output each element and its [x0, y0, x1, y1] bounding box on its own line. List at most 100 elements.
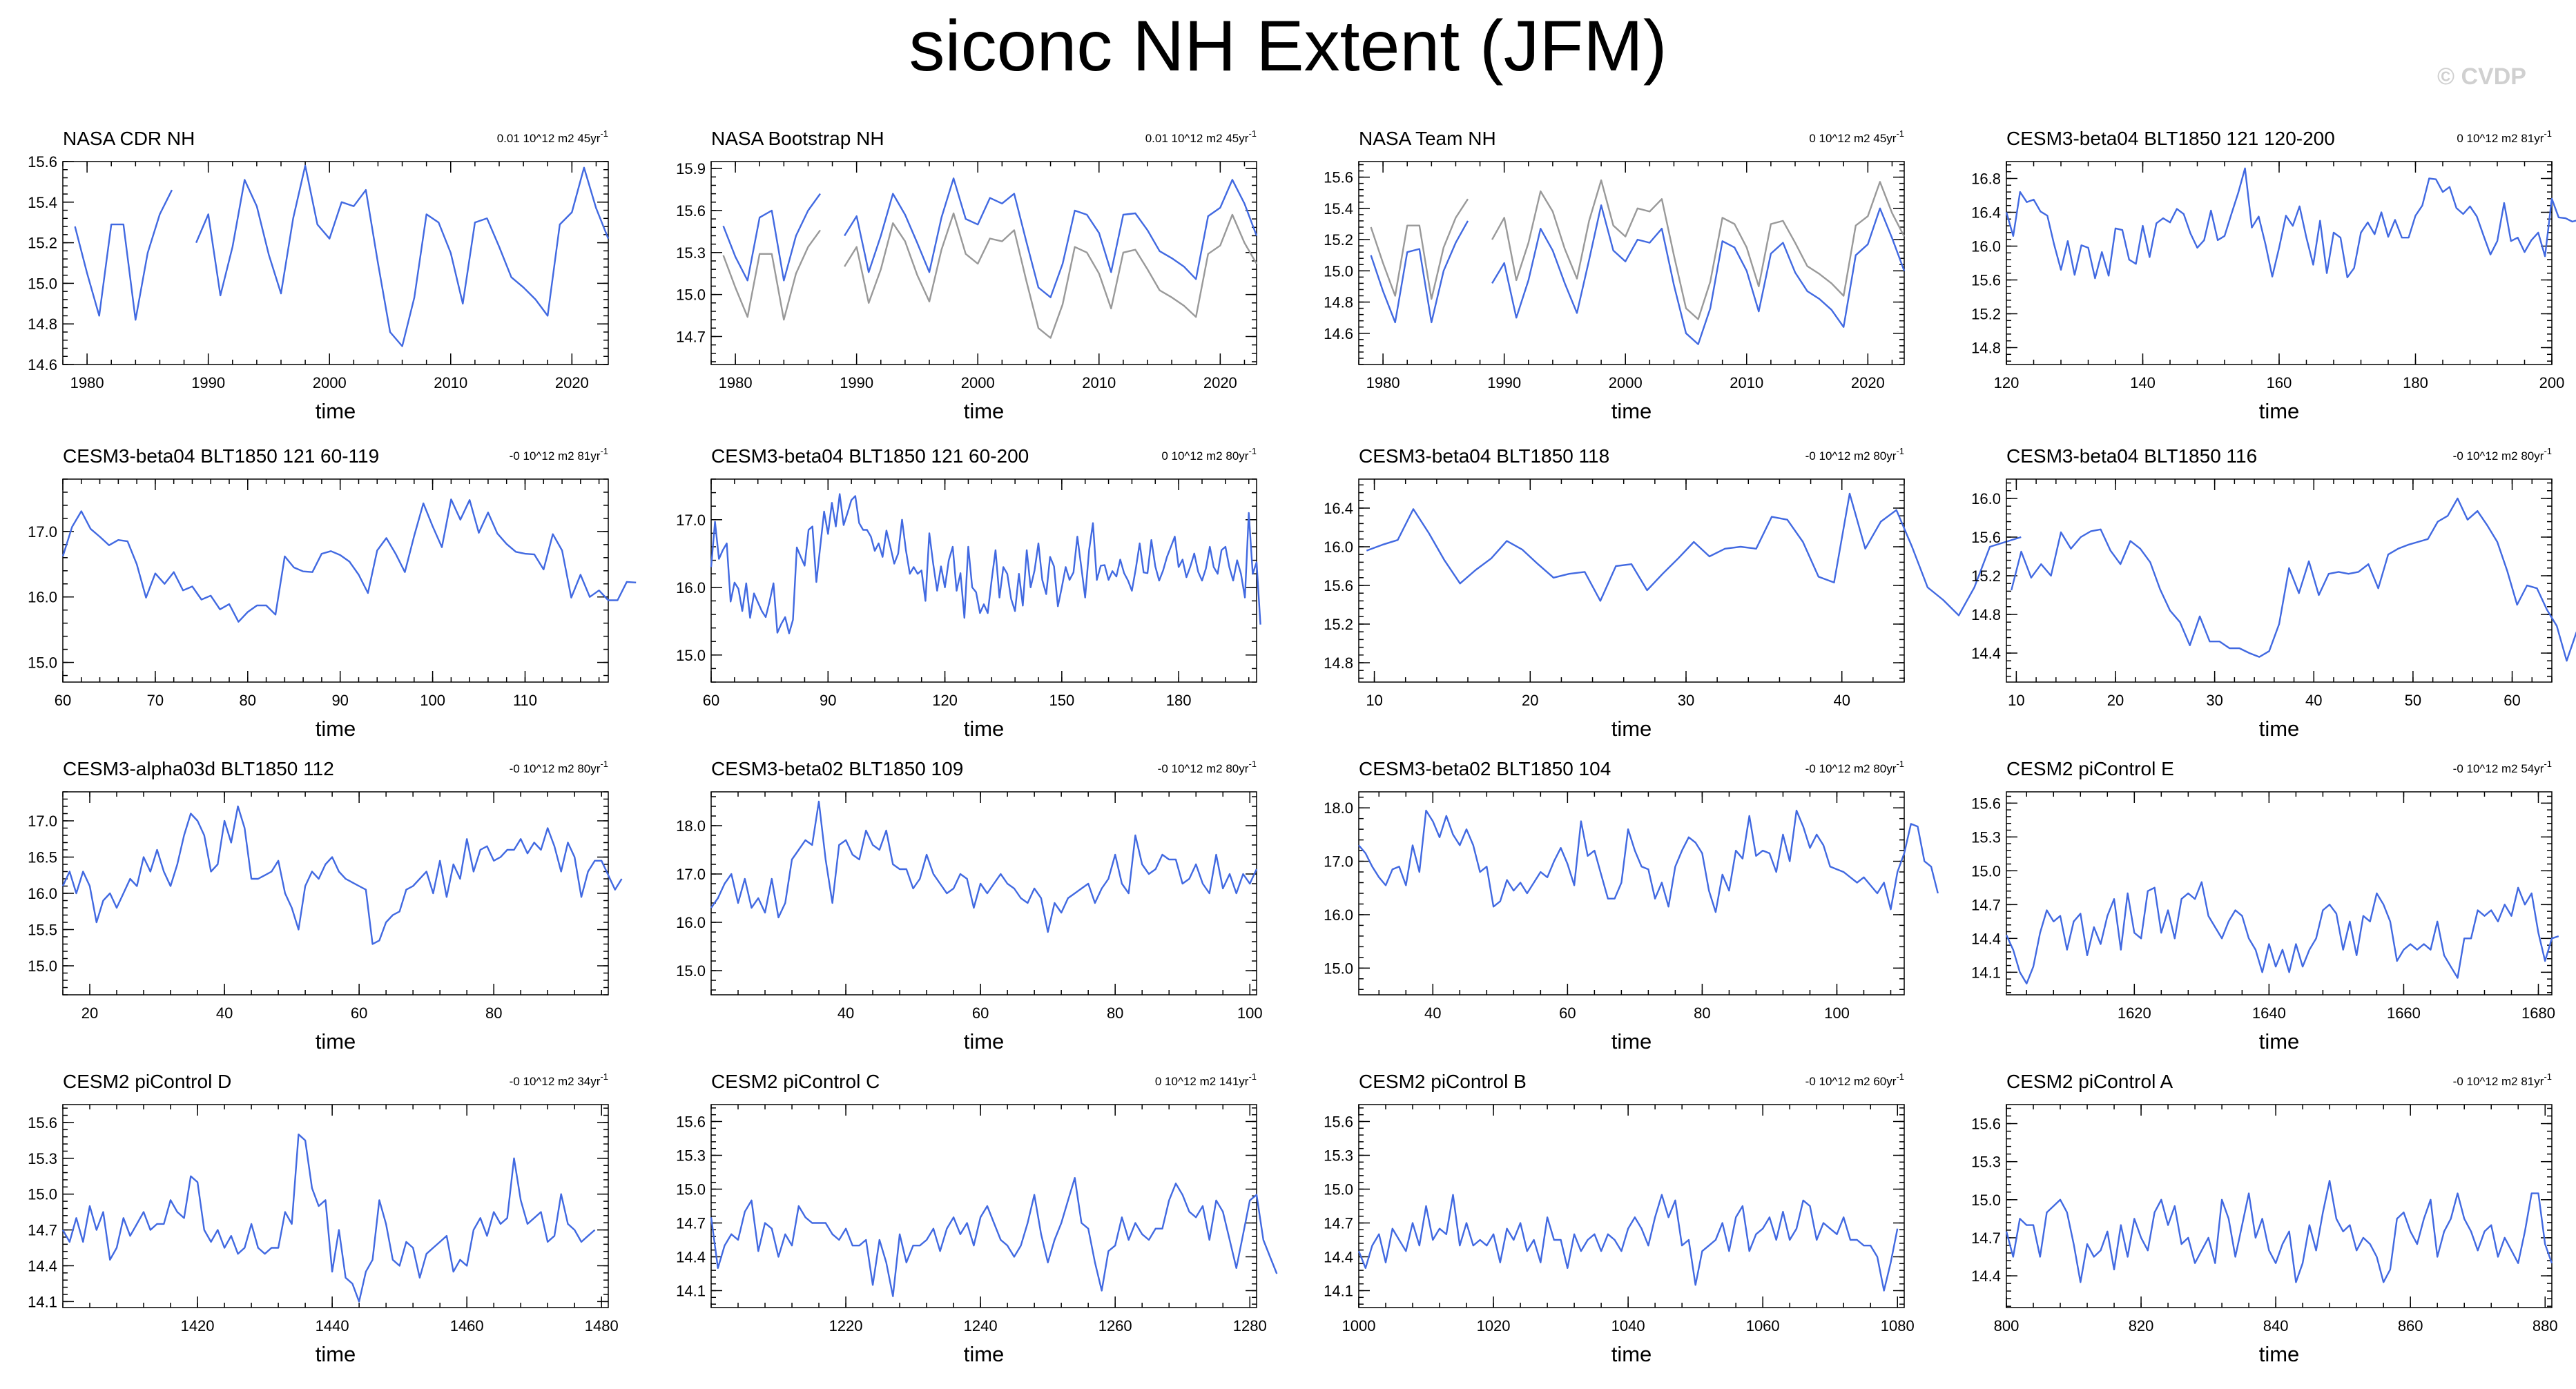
- y-tick-label: 15.6: [1971, 795, 2001, 812]
- panel-trend: 0 10^12 m2 81yr-1: [2457, 128, 2552, 145]
- panel-trend-value: -0 10^12 m2 81yr: [510, 449, 601, 463]
- y-tick-label: 15.0: [676, 286, 706, 304]
- y-tick-label: 15.0: [1324, 262, 1353, 280]
- x-tick-label: 60: [972, 1004, 989, 1022]
- panel-trend-exponent: -1: [600, 759, 608, 769]
- plot-frame: [1358, 791, 1905, 995]
- y-tick-label: 14.8: [1324, 294, 1353, 311]
- y-tick-label: 15.6: [1971, 272, 2001, 289]
- panel-trend-exponent: -1: [1248, 759, 1257, 769]
- y-tick-label: 15.2: [1324, 231, 1353, 249]
- x-axis-title: time: [1611, 399, 1652, 423]
- x-tick-label: 1260: [1098, 1317, 1132, 1334]
- y-tick-label: 15.0: [1971, 862, 2001, 880]
- plot-frame: [1358, 478, 1905, 683]
- panel-title: CESM2 piControl A: [2006, 1071, 2173, 1092]
- panel-trend-exponent: -1: [1896, 759, 1904, 769]
- panel-trend-exponent: -1: [600, 128, 608, 139]
- panel-trend: -0 10^12 m2 80yr-1: [510, 759, 608, 775]
- x-tick-label: 1220: [829, 1317, 863, 1334]
- panel-trend-exponent: -1: [2544, 128, 2552, 139]
- y-tick-label: 14.7: [676, 328, 706, 345]
- x-tick-label: 90: [331, 692, 348, 709]
- y-tick-label: 15.0: [28, 958, 57, 975]
- x-tick-label: 70: [147, 692, 164, 709]
- y-tick-label: 14.1: [676, 1283, 706, 1300]
- y-tick-label: 14.7: [1324, 1215, 1353, 1232]
- panel-trend-value: 0.01 10^12 m2 45yr: [1145, 132, 1249, 145]
- chart-panel-8: CESM3-beta04 BLT1850 116 -0 10^12 m2 80yr…: [1971, 445, 2576, 741]
- plot-frame: [710, 161, 1257, 365]
- series-line-1: [1366, 492, 2022, 616]
- panel-title: CESM3-beta04 BLT1850 118: [1359, 445, 1609, 467]
- x-tick-label: 10: [1366, 692, 1382, 709]
- x-axis-title: time: [316, 1029, 356, 1053]
- x-tick-label: 1680: [2521, 1004, 2555, 1022]
- panel-title: CESM2 piControl D: [63, 1071, 231, 1092]
- x-tick-label: 80: [1694, 1004, 1710, 1022]
- series-line-2: [722, 177, 1258, 298]
- series-line-1: [1370, 179, 1906, 320]
- chart-panel-10: CESM3-beta02 BLT1850 109 -0 10^12 m2 80yr…: [676, 758, 1262, 1053]
- plot-frame: [2006, 791, 2553, 995]
- y-tick-label: 14.8: [28, 315, 57, 333]
- x-tick-label: 800: [1994, 1317, 2020, 1334]
- plot-frame: [710, 478, 1257, 683]
- panel-trend-value: 0 10^12 m2 80yr: [1161, 449, 1248, 463]
- y-tick-label: 15.4: [1324, 200, 1353, 217]
- x-tick-label: 90: [820, 692, 836, 709]
- x-tick-label: 40: [2305, 692, 2322, 709]
- x-tick-label: 60: [1559, 1004, 1576, 1022]
- y-tick-label: 15.0: [1971, 1192, 2001, 1209]
- panel-title: NASA Team NH: [1359, 128, 1496, 149]
- x-tick-label: 100: [1237, 1004, 1263, 1022]
- x-tick-label: 1660: [2387, 1004, 2421, 1022]
- panel-trend-exponent: -1: [1896, 446, 1904, 456]
- series-line-2: [1370, 204, 1906, 345]
- x-tick-label: 1280: [1233, 1317, 1267, 1334]
- panel-trend: -0 10^12 m2 60yr-1: [1805, 1071, 1904, 1088]
- plot-frame: [1358, 1104, 1905, 1308]
- x-tick-label: 1620: [2118, 1004, 2151, 1022]
- x-tick-label: 1990: [191, 374, 225, 391]
- x-tick-label: 2020: [1851, 374, 1885, 391]
- x-tick-label: 30: [1678, 692, 1694, 709]
- panel-trend-value: 0 10^12 m2 141yr: [1155, 1075, 1249, 1088]
- y-tick-label: 15.3: [676, 1147, 706, 1165]
- series-line-1: [710, 800, 1258, 933]
- panel-trend-value: -0 10^12 m2 81yr: [2453, 1075, 2544, 1088]
- panel-title: CESM3-beta04 BLT1850 121 60-119: [63, 445, 379, 467]
- y-tick-label: 14.4: [676, 1249, 706, 1266]
- y-tick-label: 15.6: [1971, 1116, 2001, 1133]
- y-tick-label: 16.5: [28, 849, 57, 866]
- y-tick-label: 16.0: [1971, 238, 2001, 255]
- x-tick-label: 860: [2398, 1317, 2423, 1334]
- y-tick-label: 17.0: [676, 512, 706, 529]
- plot-frame: [62, 791, 609, 995]
- panel-trend: -0 10^12 m2 81yr-1: [2453, 1071, 2552, 1088]
- page-title: siconc NH Extent (JFM): [909, 6, 1667, 86]
- y-tick-label: 15.3: [28, 1150, 57, 1167]
- x-tick-label: 110: [513, 692, 537, 709]
- panel-trend-value: 0 10^12 m2 81yr: [2457, 132, 2544, 145]
- x-axis-title: time: [2259, 717, 2300, 741]
- y-tick-label: 15.0: [1324, 1181, 1353, 1198]
- y-tick-label: 15.3: [1324, 1147, 1353, 1165]
- y-tick-label: 17.0: [28, 523, 57, 541]
- chart-panel-9: CESM3-alpha03d BLT1850 112 -0 10^12 m2 80…: [28, 758, 623, 1053]
- y-tick-label: 15.6: [28, 1114, 57, 1131]
- panel-title: NASA CDR NH: [63, 128, 195, 149]
- x-tick-label: 60: [351, 1004, 367, 1022]
- panel-trend: -0 10^12 m2 80yr-1: [1158, 759, 1257, 775]
- x-axis-title: time: [316, 717, 356, 741]
- x-tick-label: 2000: [313, 374, 347, 391]
- x-tick-label: 200: [2539, 374, 2565, 391]
- panel-trend: -0 10^12 m2 81yr-1: [510, 446, 608, 463]
- series-line-1: [61, 805, 623, 945]
- x-tick-label: 1460: [450, 1317, 484, 1334]
- x-tick-label: 60: [703, 692, 719, 709]
- x-tick-label: 2010: [1730, 374, 1763, 391]
- series-line-1: [710, 493, 1261, 634]
- y-tick-label: 15.5: [28, 922, 57, 939]
